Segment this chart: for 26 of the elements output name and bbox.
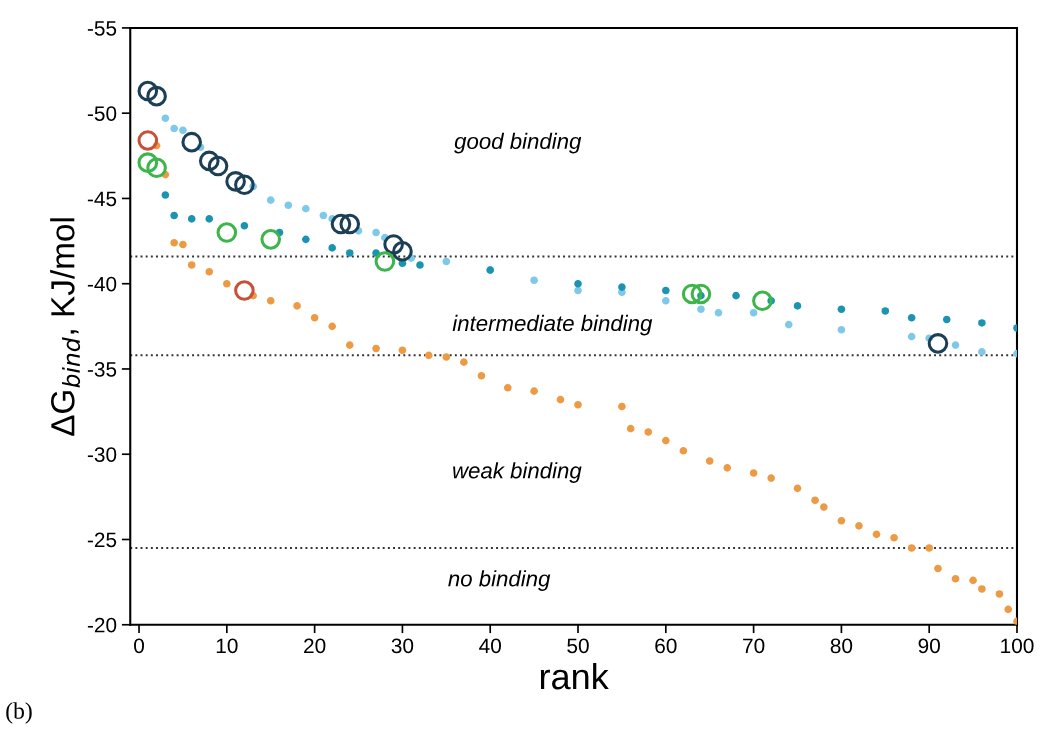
- y-tick-label: -25: [87, 532, 117, 548]
- y-tick-label: -20: [87, 617, 117, 633]
- y-tick-label: -55: [87, 21, 117, 36]
- y-tick-label: -40: [87, 276, 117, 292]
- y-axis-title: ΔG$_{bind}$, KJ/mol: [50, 218, 81, 436]
- x-axis-title: rank: [540, 662, 609, 690]
- x-tick-label: 30: [391, 638, 414, 654]
- annotation: weak binding: [453, 462, 582, 483]
- x-tick-label: 70: [743, 638, 765, 654]
- annotation: no binding: [448, 570, 551, 591]
- y-tick-label: -35: [87, 361, 117, 377]
- annotation: good binding: [454, 132, 582, 154]
- x-tick-label: 50: [567, 638, 589, 654]
- x-tick-label: 80: [830, 638, 853, 654]
- x-tick-label: 20: [304, 638, 326, 654]
- x-tick-label: 40: [479, 638, 501, 654]
- text: (b): [6, 702, 32, 724]
- y-tick-label: -45: [87, 191, 117, 207]
- x-tick-label: 90: [918, 638, 940, 654]
- x-tick-label: 0: [134, 638, 145, 654]
- annotation: intermediate binding: [452, 314, 653, 336]
- x-tick-label: 10: [216, 638, 238, 654]
- y-tick-label: -50: [87, 106, 117, 121]
- x-tick-label: 60: [655, 638, 677, 654]
- x-tick-label: 100: [1001, 638, 1034, 654]
- y-tick-label: -30: [87, 447, 117, 462]
